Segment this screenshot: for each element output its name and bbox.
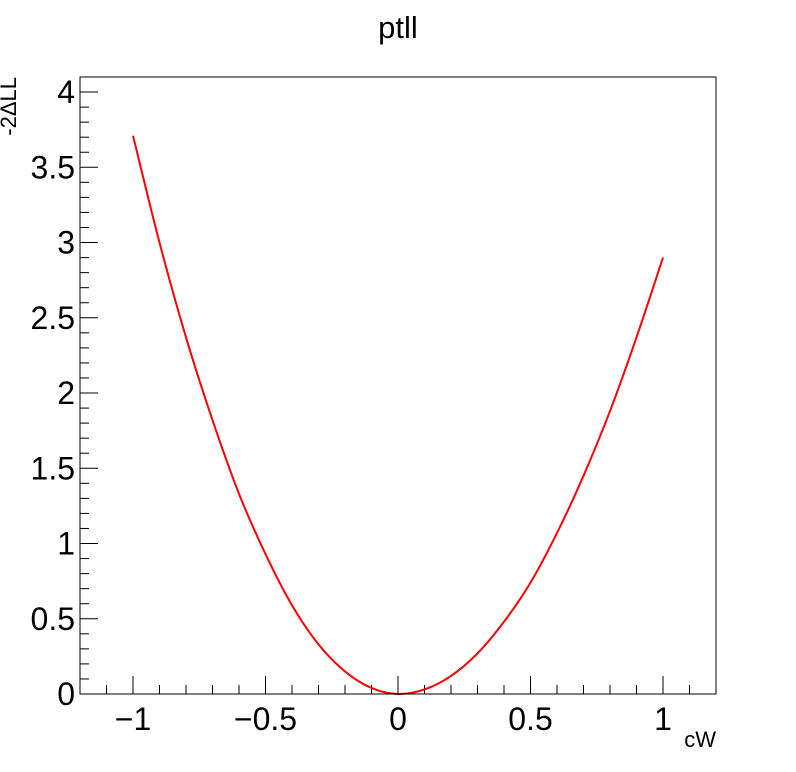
x-tick-label: 1 — [654, 701, 672, 737]
x-axis-label: cW — [684, 727, 716, 752]
y-tick-label: 0 — [57, 676, 75, 712]
x-tick-label: −1 — [115, 701, 151, 737]
y-tick-label: 1 — [57, 526, 75, 562]
y-tick-label: 0.5 — [31, 601, 75, 637]
plot-frame — [80, 77, 716, 694]
y-tick-label: 3 — [57, 225, 75, 261]
series-line — [133, 136, 663, 694]
y-tick-label: 3.5 — [31, 149, 75, 185]
y-tick-label: 4 — [57, 74, 75, 110]
y-axis-label: -2ΔLL — [0, 77, 21, 136]
x-axis-ticks: −1 −0.5 0 0.5 1 — [115, 676, 672, 737]
series-layer — [133, 136, 663, 694]
y-tick-label: 2.5 — [31, 300, 75, 336]
chart-title: ptll — [378, 10, 418, 45]
y-tick-label: 2 — [57, 375, 75, 411]
x-tick-label: 0.5 — [508, 701, 552, 737]
x-tick-label: −0.5 — [234, 701, 297, 737]
x-tick-label: 0 — [389, 701, 407, 737]
y-tick-label: 1.5 — [31, 450, 75, 486]
y-axis-ticks: 0 0.5 1 1.5 2 2.5 3 3.5 4 — [31, 74, 98, 712]
